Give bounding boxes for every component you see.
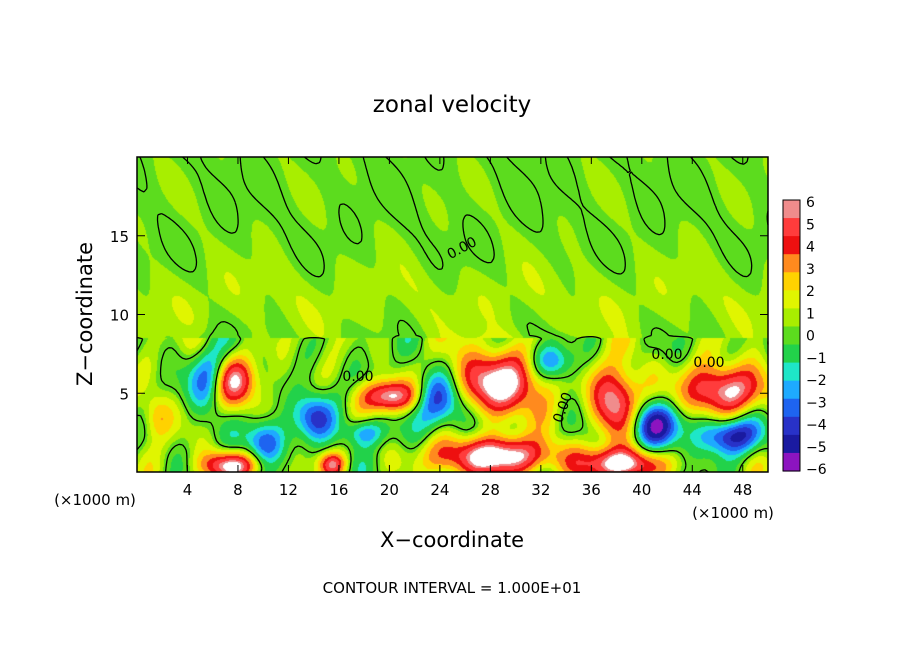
x-tick-label: 8 — [233, 481, 243, 499]
x-tick-label: 44 — [683, 481, 702, 499]
y-axis-label: Z−coordinate — [73, 242, 97, 386]
contour-interval-note: CONTOUR INTERVAL = 1.000E+01 — [323, 579, 582, 597]
chart-title: zonal velocity — [373, 92, 531, 118]
x-tick-label: 36 — [582, 481, 601, 499]
colorbar-swatch — [783, 434, 800, 454]
y-tick-label: 5 — [119, 385, 129, 403]
x-tick-label: 28 — [481, 481, 500, 499]
colorbar-swatch — [783, 398, 800, 418]
x-tick-label: 12 — [279, 481, 298, 499]
colorbar: 6 5 4 3 2 1 0 −1 −2 −3 −4 −5 −6 — [782, 195, 827, 478]
colorbar-swatch — [783, 254, 800, 273]
colorbar-label: 1 — [806, 306, 815, 322]
colorbar-label: −3 — [806, 395, 827, 411]
y-axis: 5 10 15 — [110, 228, 768, 403]
colorbar-swatch — [783, 452, 800, 472]
x-tick-label: 20 — [380, 481, 399, 499]
zero-contours — [136, 156, 769, 473]
colorbar-swatch — [783, 308, 800, 328]
y-tick-label: 15 — [110, 228, 129, 246]
colorbar-label: −4 — [806, 418, 827, 434]
contour-label: 0.00 — [342, 369, 373, 385]
colorbar-swatch — [783, 362, 800, 382]
y-tick-label: 10 — [110, 307, 129, 325]
colorbar-label: −1 — [806, 351, 827, 367]
zero-contour-line — [136, 156, 769, 473]
colorbar-label: −6 — [806, 462, 827, 478]
x-unit-right: (×1000 m) — [692, 504, 774, 522]
contour-label: 0.00 — [651, 347, 682, 363]
x-tick-label: 24 — [430, 481, 449, 499]
colorbar-swatch — [783, 290, 800, 309]
colorbar-label: 3 — [806, 262, 815, 278]
x-tick-label: 32 — [531, 481, 550, 499]
x-tick-label: 48 — [733, 481, 752, 499]
colorbar-frame — [782, 199, 801, 472]
colorbar-swatch — [783, 380, 800, 400]
colorbar-swatch — [783, 326, 800, 346]
x-tick-label: 40 — [632, 481, 651, 499]
colorbar-label: 4 — [806, 240, 815, 256]
colorbar-label: 5 — [806, 217, 815, 233]
colorbar-swatch — [783, 200, 800, 219]
colorbar-label: −2 — [806, 373, 827, 389]
colorbar-swatch — [783, 218, 800, 237]
x-axis-label: X−coordinate — [380, 528, 524, 552]
contour-label: 0.00 — [693, 355, 724, 371]
x-unit-left: (×1000 m) — [54, 491, 136, 509]
plot-area: 0.000.000.00 0.000.00 — [136, 156, 769, 473]
x-tick-label: 4 — [183, 481, 193, 499]
colorbar-swatch — [783, 272, 800, 291]
x-tick-label: 16 — [329, 481, 348, 499]
colorbar-label: 0 — [806, 329, 815, 345]
colorbar-label: 2 — [806, 284, 815, 300]
colorbar-label: 6 — [806, 195, 815, 211]
colorbar-swatch — [783, 236, 800, 255]
colorbar-swatch — [783, 344, 800, 364]
colorbar-label: −5 — [806, 440, 827, 456]
colorbar-swatch — [783, 416, 800, 436]
x-axis: 4 8 12 16 20 24 28 32 36 40 44 48 — [183, 157, 752, 499]
